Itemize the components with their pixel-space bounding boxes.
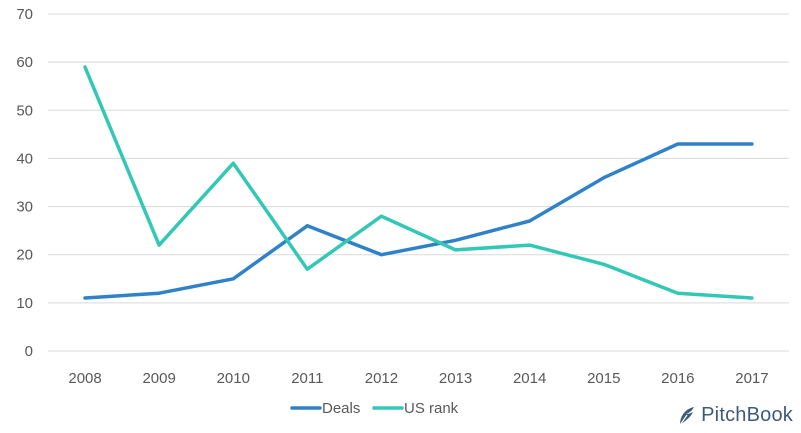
y-tick-label: 0 [25,343,33,360]
y-tick-label: 50 [16,102,33,119]
x-tick-label: 2017 [735,370,768,387]
legend-label-1: US rank [404,400,459,417]
y-tick-label: 70 [16,6,33,23]
legend-label-0: Deals [322,400,360,417]
series-line-1 [83,65,754,300]
x-tick-label: 2009 [142,370,175,387]
y-tick-label: 10 [16,295,33,312]
x-tick-label: 2013 [439,370,472,387]
x-tick-label: 2012 [365,370,398,387]
x-tick-label: 2008 [68,370,101,387]
x-tick-label: 2010 [217,370,250,387]
pitchbook-logo: PitchBook [677,404,793,427]
y-tick-label: 40 [16,150,33,167]
x-tick-label: 2015 [587,370,620,387]
series-lines [83,65,754,300]
y-axis-ticks: 0 10 20 30 40 50 60 70 [16,6,33,360]
x-tick-label: 2014 [513,370,546,387]
x-tick-label: 2016 [661,370,694,387]
y-tick-label: 20 [16,247,33,264]
series-line-0 [83,142,754,300]
y-tick-label: 30 [16,199,33,216]
x-axis-ticks: 2008 2009 2010 2011 2012 2013 2014 2015 2016 2017 [68,370,768,387]
logo-text: PitchBook [701,404,793,426]
y-tick-label: 60 [16,54,33,71]
x-tick-label: 2011 [291,370,323,387]
legend: Deals US rank [290,400,459,417]
gridlines [48,13,789,352]
pitchbook-leaf-icon [679,406,695,425]
